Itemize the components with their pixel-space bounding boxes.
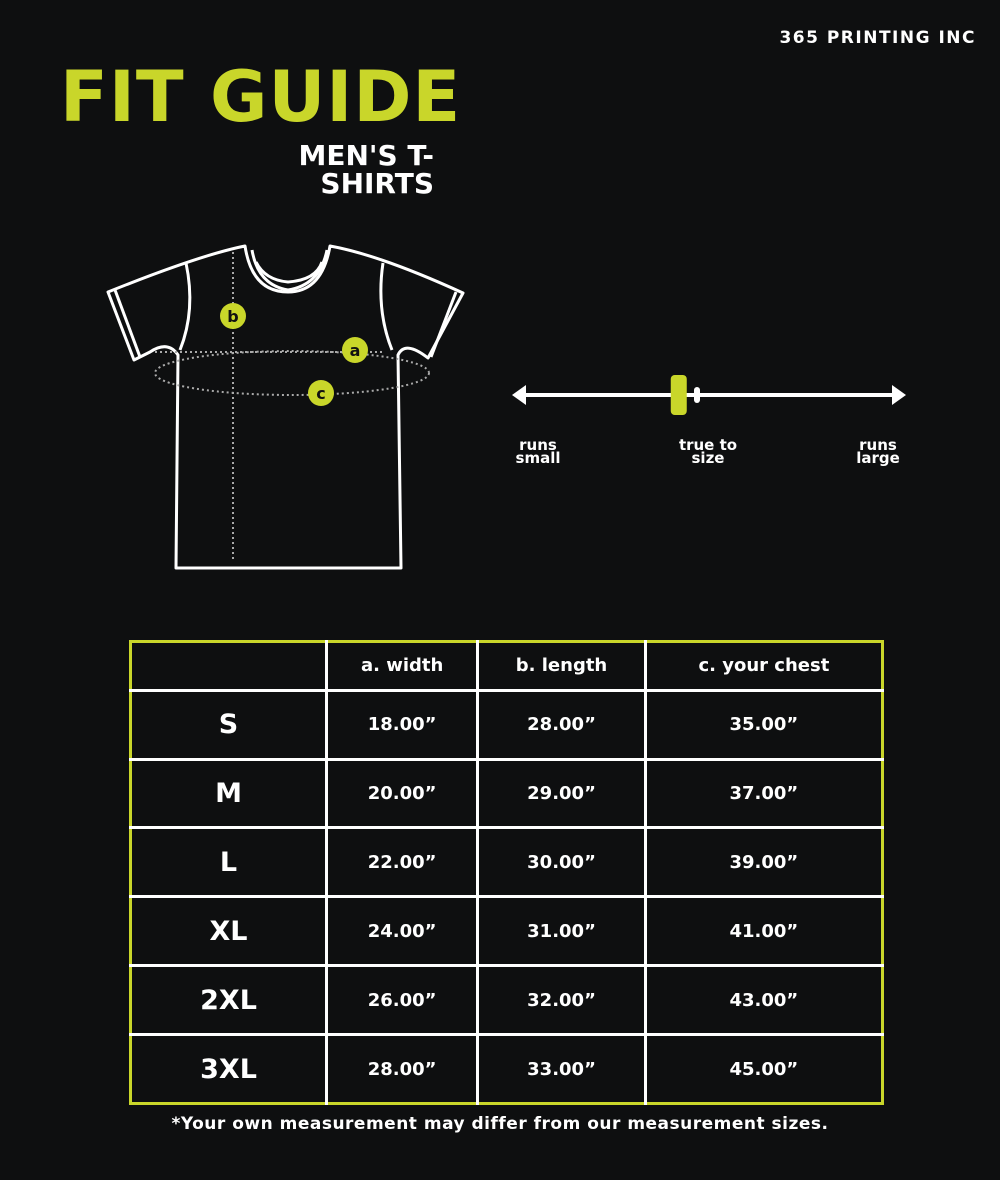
tshirt-outline — [106, 244, 465, 570]
label-true-to-size: true to size — [678, 436, 738, 467]
footnote: *Your own measurement may differ from ou… — [171, 1114, 829, 1134]
table-cell: 18.00” — [324, 688, 480, 761]
tshirt-diagram: b a c — [106, 244, 906, 570]
size-label: L — [130, 826, 328, 899]
table-cell: 22.00” — [324, 826, 480, 899]
size-label: S — [130, 688, 328, 761]
page-title: FIT GUIDE — [60, 56, 462, 138]
brand-name: 365 PRINTING INC — [779, 28, 976, 48]
table-cell: 30.00” — [476, 826, 647, 899]
table-cell: 28.00” — [324, 1033, 480, 1104]
fit-indicator — [670, 375, 687, 415]
table-row: M 20.00” 29.00” 37.00” — [130, 757, 883, 830]
arrow-left-icon — [512, 385, 526, 405]
marker-a: a — [342, 337, 368, 363]
table-cell: 31.00” — [476, 895, 647, 968]
table-row: S 18.00” 28.00” 35.00” — [130, 688, 883, 761]
marker-b: b — [220, 303, 246, 329]
label-runs-small: runs small — [515, 436, 561, 467]
table-row: 3XL 28.00” 33.00” 45.00” — [130, 1033, 883, 1104]
size-table: a. width b. length c. your chest S 18.00” 28.… — [129, 640, 884, 1105]
table-cell: 32.00” — [476, 964, 647, 1037]
table-cell: 29.00” — [476, 757, 647, 830]
table-row: L 22.00” 30.00” 39.00” — [130, 826, 883, 899]
column-header: b. length — [476, 641, 647, 692]
arrow-right-icon — [892, 385, 906, 405]
table-cell: 26.00” — [324, 964, 480, 1037]
table-row: XL 24.00” 31.00” 41.00” — [130, 895, 883, 968]
table-cell: 28.00” — [476, 688, 647, 761]
table-cell: 37.00” — [643, 757, 883, 830]
table-cell: 41.00” — [643, 895, 883, 968]
page-subtitle: MEN'S T-SHIRTS — [298, 139, 434, 200]
size-label: 3XL — [130, 1033, 328, 1104]
marker-c: c — [308, 380, 334, 406]
table-cell: 45.00” — [643, 1033, 883, 1104]
table-cell: 24.00” — [324, 895, 480, 968]
fit-scale — [512, 375, 906, 415]
column-header: c. your chest — [643, 641, 883, 692]
size-label: 2XL — [130, 964, 328, 1037]
table-cell: 43.00” — [643, 964, 883, 1037]
table-row: 2XL 26.00” 32.00” 43.00” — [130, 964, 883, 1037]
svg-text:b: b — [227, 307, 238, 326]
table-cell: 33.00” — [476, 1033, 647, 1104]
table-cell: 20.00” — [324, 757, 480, 830]
svg-text:a: a — [350, 341, 361, 360]
svg-text:c: c — [316, 384, 325, 403]
size-label: XL — [130, 895, 328, 968]
label-runs-large: runs large — [856, 436, 900, 467]
size-label: M — [130, 757, 328, 830]
table-cell: 39.00” — [643, 826, 883, 899]
table-cell: 35.00” — [643, 688, 883, 761]
column-header — [130, 641, 328, 692]
table-header-row: a. width b. length c. your chest — [130, 641, 883, 692]
column-header: a. width — [324, 641, 480, 692]
center-tick — [694, 387, 700, 403]
